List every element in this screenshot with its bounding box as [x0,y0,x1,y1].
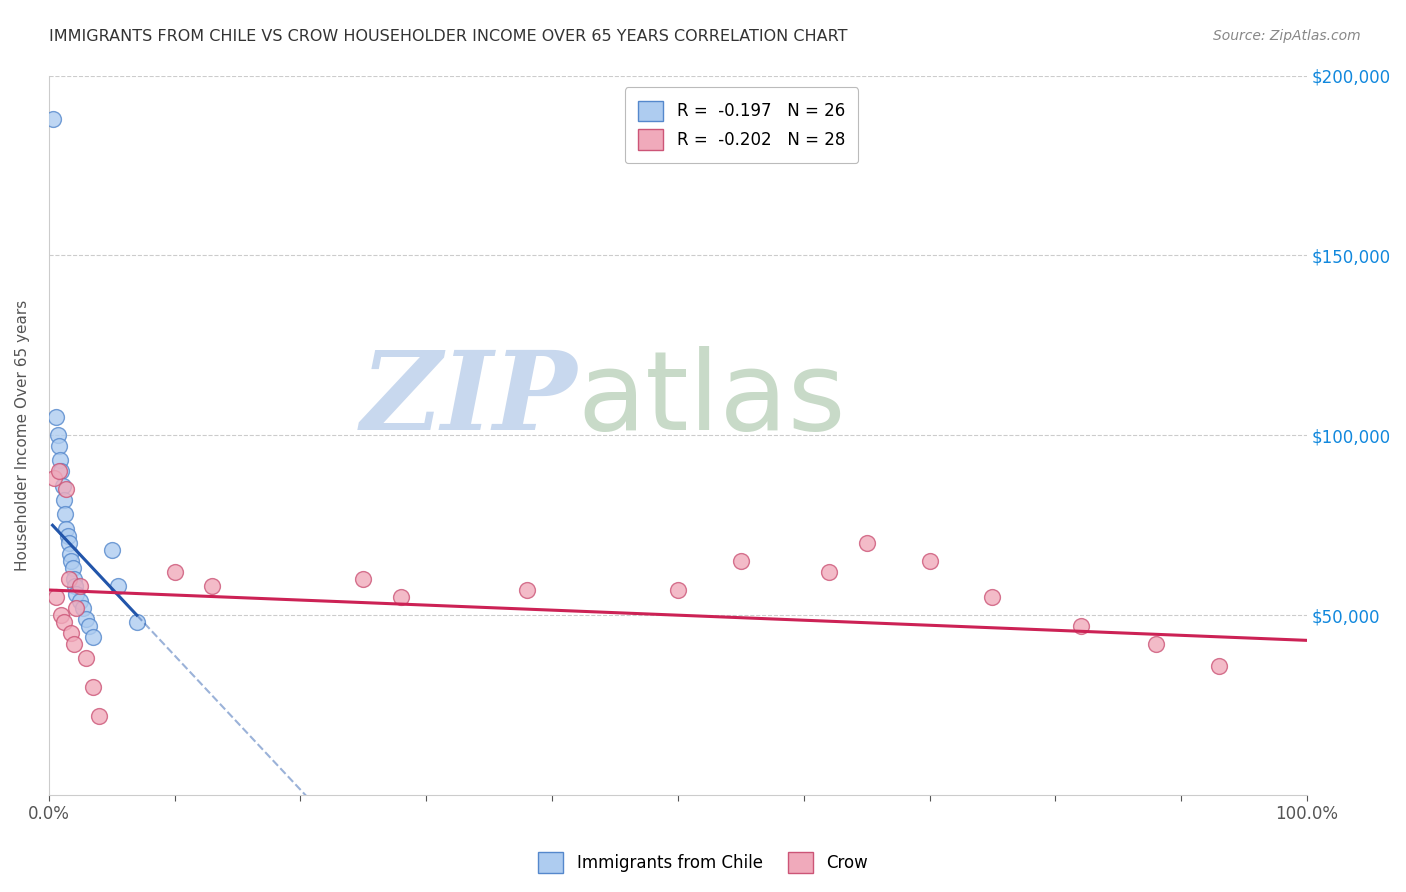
Point [100,543,122,558]
Point [59,547,82,561]
Point [55,522,77,536]
Point [82,630,104,644]
Text: atlas: atlas [578,346,846,453]
Point [855,536,877,550]
Point [730,554,752,568]
Point [1208,658,1230,673]
Point [56,529,79,543]
Point [52,478,75,492]
Point [52,615,75,630]
Legend: Immigrants from Chile, Crow: Immigrants from Chile, Crow [531,846,875,880]
Point [69,594,91,608]
Point [201,579,224,593]
Point [818,565,841,579]
Point [352,572,374,586]
Point [69,579,91,593]
Point [51,464,73,478]
Point [125,615,148,630]
Point [58,536,80,550]
Point [53,508,76,522]
Point [1070,619,1092,633]
Point [77,619,100,633]
Point [1144,637,1167,651]
Point [45,590,67,604]
Text: ZIP: ZIP [360,345,578,453]
Point [107,579,129,593]
Point [981,590,1004,604]
Point [87,709,110,723]
Text: Source: ZipAtlas.com: Source: ZipAtlas.com [1213,29,1361,43]
Point [51,608,73,623]
Point [48,439,70,453]
Point [72,601,94,615]
Legend: R =  -0.197   N = 26, R =  -0.202   N = 28: R = -0.197 N = 26, R = -0.202 N = 28 [624,87,858,163]
Point [60,626,83,640]
Point [65,601,87,615]
Point [163,565,186,579]
Text: IMMIGRANTS FROM CHILE VS CROW HOUSEHOLDER INCOME OVER 65 YEARS CORRELATION CHART: IMMIGRANTS FROM CHILE VS CROW HOUSEHOLDE… [49,29,848,44]
Point [55,482,77,496]
Point [46,428,69,442]
Point [49,453,72,467]
Point [516,582,538,597]
Point [63,637,86,651]
Point [45,410,67,425]
Point [48,464,70,478]
Point [82,680,104,694]
Point [41,112,63,126]
Point [389,590,412,604]
Point [63,579,86,593]
Point [58,572,80,586]
Point [52,493,75,508]
Point [65,586,87,600]
Point [76,651,98,665]
Point [62,561,84,575]
Point [42,471,65,485]
Point [666,582,689,597]
Point [60,554,83,568]
Point [918,554,941,568]
Point [63,572,86,586]
Point [76,612,98,626]
Y-axis label: Householder Income Over 65 years: Householder Income Over 65 years [15,300,30,571]
